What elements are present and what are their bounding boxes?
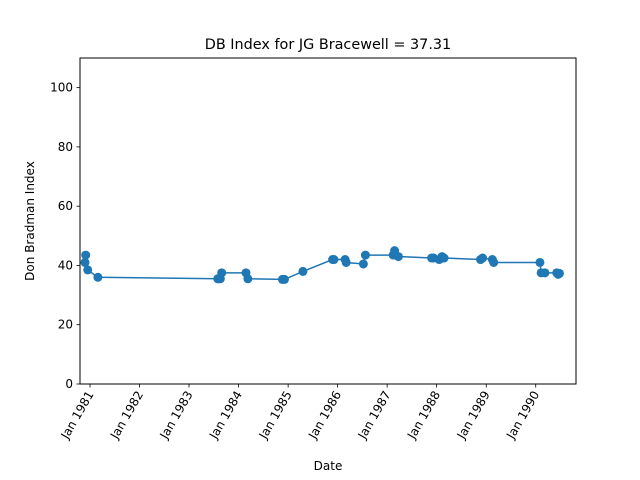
data-point xyxy=(279,274,289,284)
data-point xyxy=(329,255,339,265)
y-tick-label: 20 xyxy=(58,318,73,332)
y-tick-label: 0 xyxy=(65,377,73,391)
chart-title: DB Index for JG Bracewell = 37.31 xyxy=(205,37,451,53)
y-axis-label: Don Bradman Index xyxy=(23,161,37,281)
y-tick-label: 80 xyxy=(58,140,73,154)
data-point xyxy=(93,272,103,282)
y-axis: 0 20 40 60 80 100 xyxy=(50,81,80,391)
data-point xyxy=(478,253,488,263)
y-tick-label: 40 xyxy=(58,258,73,272)
data-point xyxy=(217,268,227,278)
data-point xyxy=(341,257,351,267)
data-point xyxy=(439,253,449,263)
plot-frame xyxy=(79,57,577,385)
plot-area xyxy=(80,246,564,284)
data-point xyxy=(83,265,93,275)
x-axis-label: Date xyxy=(314,459,343,473)
data-point xyxy=(298,266,308,276)
data-point xyxy=(489,257,499,267)
data-point xyxy=(554,268,564,278)
y-tick-label: 100 xyxy=(50,81,73,95)
y-tick-label: 60 xyxy=(58,199,73,213)
data-point xyxy=(535,257,545,267)
data-point xyxy=(540,268,550,278)
data-point xyxy=(81,250,91,260)
data-point xyxy=(243,274,253,284)
data-point xyxy=(393,252,403,262)
data-point xyxy=(80,257,90,267)
data-point xyxy=(358,259,368,269)
data-point xyxy=(360,250,370,260)
